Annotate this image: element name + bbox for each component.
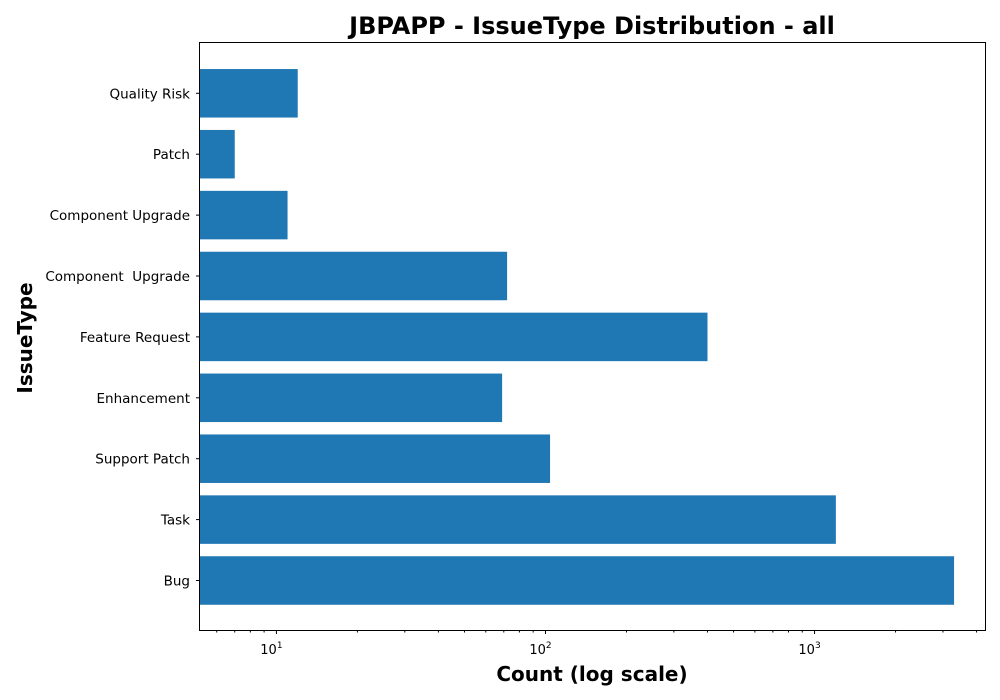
y-axis-label: IssueType xyxy=(13,282,37,393)
bar-quality-risk xyxy=(200,69,298,118)
bar-bug xyxy=(200,556,955,605)
x-axis-label: Count (log scale) xyxy=(496,662,687,686)
bar-component-upgrade xyxy=(200,190,288,240)
x-ticks-group: 101 102 103 xyxy=(216,630,978,658)
bar-feature-request xyxy=(200,312,708,362)
bars-group xyxy=(200,69,955,605)
bar-support-patch xyxy=(200,434,551,483)
bar-enhancement xyxy=(200,373,503,423)
x-tick-label: 103 xyxy=(798,641,820,658)
y-tick-label: Quality Risk xyxy=(109,86,190,102)
bar-task xyxy=(200,495,836,544)
bar-component-upgrade xyxy=(200,251,508,301)
bar-patch xyxy=(200,129,235,179)
y-tick-label: Patch xyxy=(153,147,190,163)
x-tick-label: 102 xyxy=(529,641,551,658)
x-tick-label: 101 xyxy=(260,641,282,658)
chart-title: JBPAPP - IssueType Distribution - all xyxy=(347,12,835,40)
y-tick-label: Bug xyxy=(164,574,190,590)
y-tick-label: Component Upgrade xyxy=(45,269,190,285)
y-tick-label: Enhancement xyxy=(96,391,190,407)
y-tick-label: Feature Request xyxy=(80,330,190,346)
y-ticks-group: Bug Task Support Patch Enhancement Feature R… xyxy=(45,86,200,590)
y-tick-label: Support Patch xyxy=(95,452,190,468)
y-tick-label: Task xyxy=(160,513,190,529)
y-tick-label: Component Upgrade xyxy=(50,208,190,224)
